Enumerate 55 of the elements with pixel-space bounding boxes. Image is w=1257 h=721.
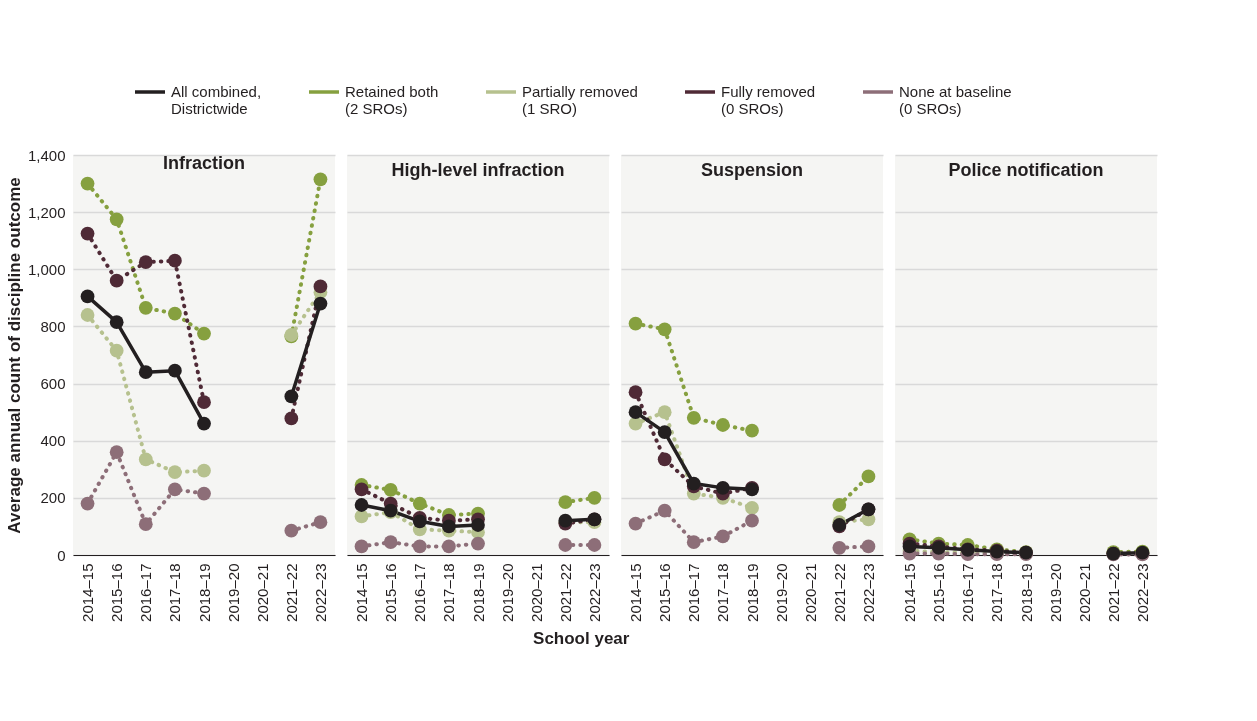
x-tick-label: 2015–16 (930, 563, 948, 622)
legend-label: All combined, Districtwide (171, 83, 262, 117)
x-tick-label: 2022–23 (311, 563, 329, 622)
legend-label: Fully removed (0 SROs) (721, 83, 816, 117)
x-tick-label: 2016–17 (959, 563, 977, 622)
x-tick-label: 2022–23 (585, 563, 603, 622)
x-tick-label: 2020–21 (1075, 563, 1093, 622)
y-axis-title: Average annual count of discipline outcome (4, 177, 24, 534)
x-tick-label: 2015–16 (382, 563, 400, 622)
x-tick-label: 2019–20 (772, 563, 790, 622)
chart-title: Infraction (162, 153, 246, 173)
x-tick-label: 2015–16 (108, 563, 126, 622)
x-tick-label: 2016–17 (411, 563, 429, 622)
x-tick-label: 2018–19 (195, 563, 213, 622)
legend-label: Partially removed (1 SRO) (522, 83, 638, 117)
x-tick-label: 2020–21 (253, 563, 271, 622)
chart-title: Police notification (948, 160, 1104, 180)
legend-label: Retained both (2 SROs) (345, 83, 439, 117)
x-tick-label: 2014–15 (627, 563, 645, 622)
x-tick-label: 2022–23 (859, 563, 877, 622)
x-tick-label: 2014–15 (901, 563, 919, 622)
y-tick-label: 800 (40, 317, 66, 335)
x-tick-label: 2014–15 (353, 563, 371, 622)
x-tick-label: 2017–18 (440, 563, 458, 622)
x-tick-label: 2022–23 (1133, 563, 1151, 622)
text: School year (533, 629, 630, 649)
x-tick-label: 2017–18 (988, 563, 1006, 622)
y-tick-label: 1,200 (27, 203, 66, 221)
chart-title: High-level infraction (391, 160, 565, 180)
legend-label: None at baseline (0 SROs) (899, 83, 1012, 117)
x-tick-label: 2021–22 (556, 563, 574, 622)
x-tick-label: 2016–17 (685, 563, 703, 622)
x-tick-label: 2016–17 (137, 563, 155, 622)
y-tick-label: 1,400 (27, 146, 66, 164)
x-tick-label: 2014–15 (79, 563, 97, 622)
x-tick-label: 2018–19 (743, 563, 761, 622)
y-tick-label: 400 (40, 432, 66, 450)
x-tick-label: 2019–20 (224, 563, 242, 622)
x-tick-label: 2021–22 (282, 563, 300, 622)
y-tick-label: 0 (57, 546, 66, 564)
x-tick-label: 2021–22 (1104, 563, 1122, 622)
x-tick-label: 2020–21 (801, 563, 819, 622)
x-tick-label: 2021–22 (830, 563, 848, 622)
x-tick-label: 2018–19 (469, 563, 487, 622)
x-tick-label: 2019–20 (498, 563, 516, 622)
x-tick-label: 2020–21 (527, 563, 545, 622)
chart-title: Suspension (700, 160, 804, 180)
y-tick-label: 1,000 (27, 260, 66, 278)
x-tick-label: 2018–19 (1017, 563, 1035, 622)
y-tick-label: 200 (40, 489, 66, 507)
x-tick-label: 2015–16 (656, 563, 674, 622)
y-tick-label: 600 (40, 375, 66, 393)
x-tick-label: 2017–18 (166, 563, 184, 622)
x-tick-label: 2019–20 (1046, 563, 1064, 622)
x-tick-label: 2017–18 (714, 563, 732, 622)
